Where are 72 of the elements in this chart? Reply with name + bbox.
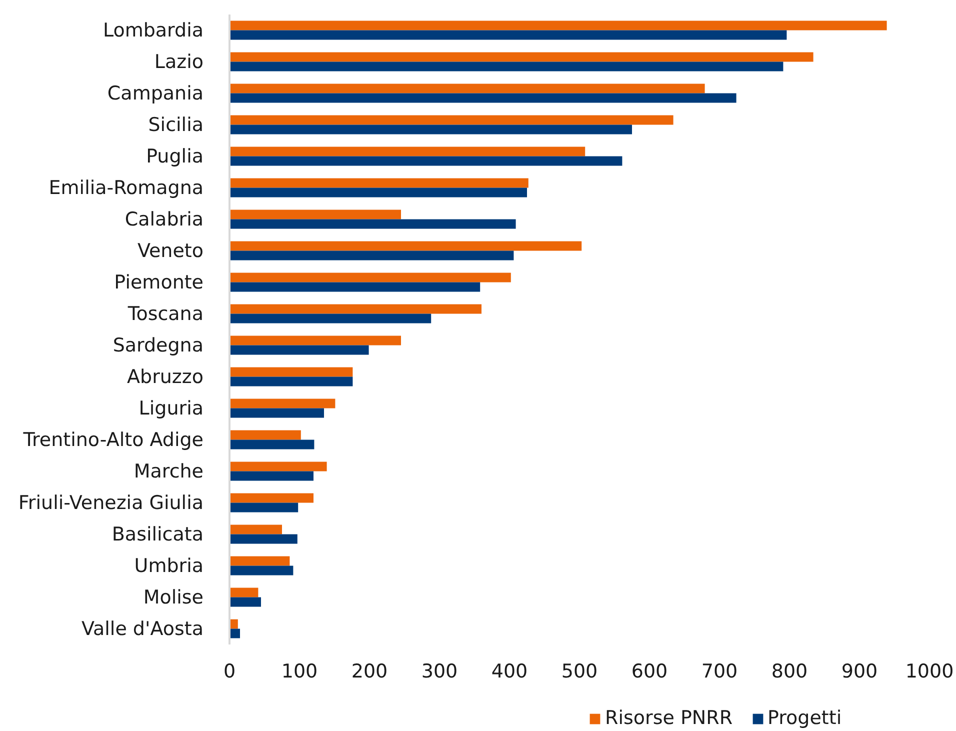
bar bbox=[230, 502, 298, 512]
y-tick-label: Abruzzo bbox=[127, 366, 204, 388]
y-tick-label: Trentino-Alto Adige bbox=[22, 428, 204, 451]
y-tick-label: Toscana bbox=[126, 302, 204, 325]
bar bbox=[230, 241, 582, 251]
bar bbox=[230, 336, 401, 346]
bar bbox=[230, 524, 282, 534]
y-tick-label: Basilicata bbox=[112, 523, 204, 546]
bar bbox=[230, 367, 353, 377]
y-tick-label: Lazio bbox=[154, 50, 204, 73]
x-tick-label: 100 bbox=[281, 660, 318, 682]
legend-label: Progetti bbox=[768, 707, 842, 729]
bar bbox=[230, 115, 674, 125]
bar bbox=[230, 471, 314, 481]
bar bbox=[230, 62, 784, 72]
bar bbox=[230, 534, 298, 544]
bar bbox=[230, 124, 632, 134]
bar bbox=[230, 250, 514, 260]
bar bbox=[230, 178, 528, 188]
y-tick-label: Marche bbox=[134, 460, 204, 482]
bar bbox=[230, 314, 432, 324]
y-tick-label: Sicilia bbox=[148, 114, 204, 136]
bar bbox=[230, 408, 324, 418]
y-tick-label: Piemonte bbox=[114, 271, 204, 294]
bar bbox=[230, 219, 516, 229]
bar bbox=[230, 556, 290, 566]
bar bbox=[230, 345, 369, 355]
bar bbox=[230, 493, 314, 503]
bar bbox=[230, 146, 586, 156]
bar bbox=[230, 440, 314, 450]
x-tick-label: 300 bbox=[421, 660, 458, 682]
bar bbox=[230, 282, 480, 292]
bar bbox=[230, 20, 887, 30]
bar bbox=[230, 398, 336, 408]
y-tick-label: Puglia bbox=[146, 145, 204, 168]
bar bbox=[230, 597, 261, 607]
bar bbox=[230, 30, 787, 40]
bar bbox=[230, 93, 736, 103]
y-tick-label: Liguria bbox=[138, 397, 204, 420]
bar bbox=[230, 430, 301, 440]
bar bbox=[230, 566, 294, 576]
x-tick-label: 0 bbox=[223, 660, 236, 682]
bar bbox=[230, 304, 482, 314]
y-tick-label: Umbria bbox=[134, 554, 204, 577]
y-tick-label: Calabria bbox=[124, 208, 204, 230]
bar bbox=[230, 188, 527, 198]
y-tick-label: Lombardia bbox=[102, 19, 204, 42]
bar bbox=[230, 376, 353, 386]
y-tick-label: Sardegna bbox=[112, 334, 204, 356]
legend-label: Risorse PNRR bbox=[605, 707, 733, 729]
bar bbox=[230, 462, 327, 472]
y-tick-label: Friuli-Venezia Giulia bbox=[18, 492, 204, 514]
x-tick-label: 900 bbox=[841, 660, 878, 682]
x-tick-label: 600 bbox=[631, 660, 668, 682]
y-tick-label: Valle d'Aosta bbox=[81, 618, 204, 640]
bar bbox=[230, 272, 511, 282]
x-tick-label: 200 bbox=[351, 660, 388, 682]
x-tick-label: 700 bbox=[701, 660, 738, 682]
bar bbox=[230, 156, 622, 166]
y-tick-label: Emilia-Romagna bbox=[48, 176, 204, 199]
bar bbox=[230, 84, 705, 94]
x-tick-label: 1000 bbox=[905, 660, 954, 682]
bar bbox=[230, 619, 238, 629]
y-tick-label: Molise bbox=[143, 586, 204, 608]
y-tick-label: Campania bbox=[107, 82, 204, 104]
bar bbox=[230, 210, 401, 220]
bar bbox=[230, 588, 258, 598]
y-tick-label: Veneto bbox=[137, 240, 204, 262]
x-tick-label: 400 bbox=[491, 660, 528, 682]
bar bbox=[230, 52, 814, 62]
x-tick-label: 500 bbox=[561, 660, 598, 682]
x-tick-label: 800 bbox=[771, 660, 808, 682]
